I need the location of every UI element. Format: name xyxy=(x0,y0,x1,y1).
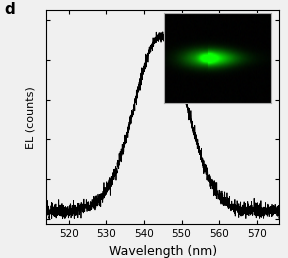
Text: d: d xyxy=(4,2,15,17)
X-axis label: Wavelength (nm): Wavelength (nm) xyxy=(109,245,217,258)
Y-axis label: EL (counts): EL (counts) xyxy=(26,86,36,149)
